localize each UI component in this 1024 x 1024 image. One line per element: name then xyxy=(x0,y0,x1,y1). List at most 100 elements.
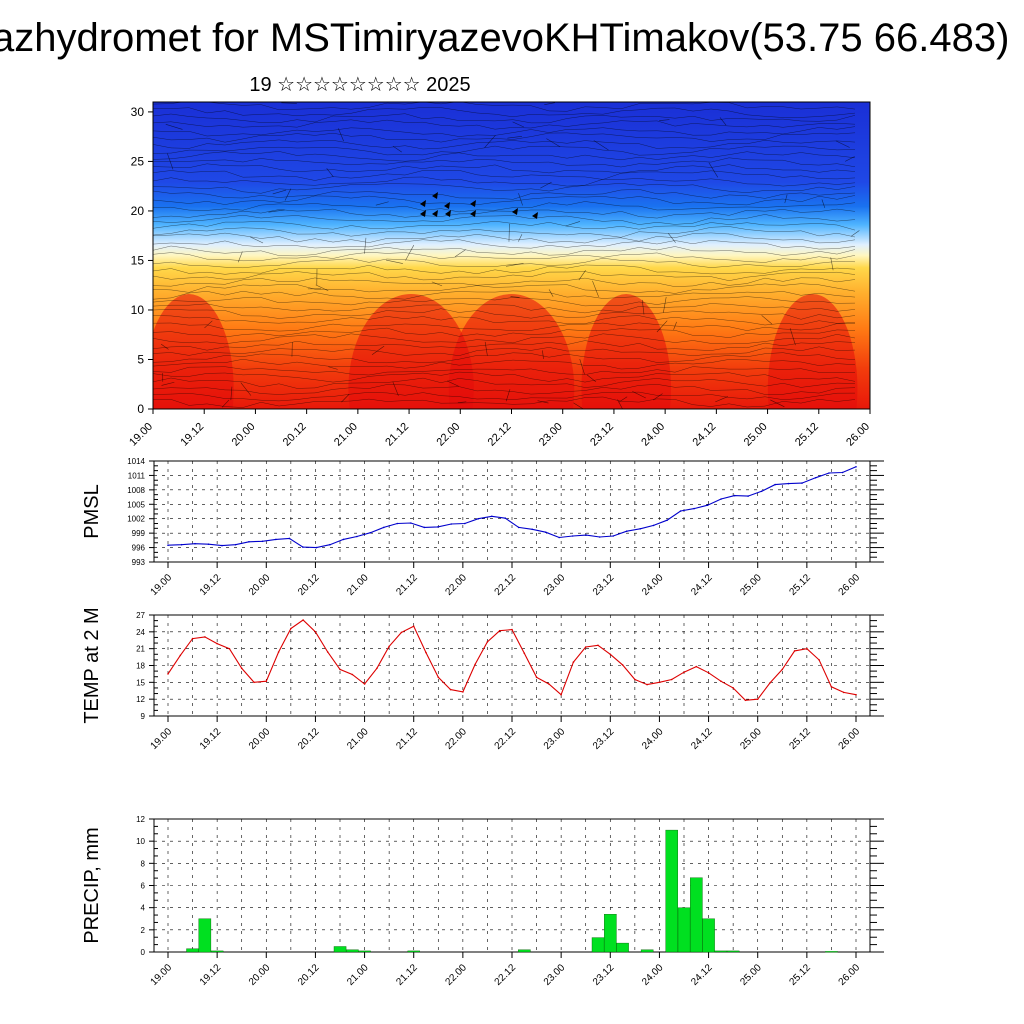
x-tick-label: 24.00 xyxy=(639,421,667,449)
wind-arrow xyxy=(532,212,538,219)
wind-barb xyxy=(510,296,520,298)
x-tick-label: 19.00 xyxy=(127,421,155,449)
x-tick-label: 22.12 xyxy=(493,962,519,988)
wind-barb xyxy=(446,380,459,387)
data-point xyxy=(774,483,776,486)
data-point xyxy=(248,541,250,543)
data-point xyxy=(523,652,526,654)
x-tick-label: 22.00 xyxy=(444,962,470,988)
data-point xyxy=(277,651,280,653)
wind-barb xyxy=(508,223,510,242)
data-point xyxy=(841,471,844,474)
x-tick-label: 23.12 xyxy=(591,962,617,988)
wind-barb xyxy=(315,284,329,292)
data-point xyxy=(639,528,641,530)
wind-barb xyxy=(518,193,523,206)
precip-bar xyxy=(702,918,715,953)
y-tick-label: 30 xyxy=(131,105,145,119)
wind-arrow xyxy=(420,200,426,207)
wind-barb xyxy=(371,345,385,356)
data-point xyxy=(720,680,722,682)
streamline xyxy=(153,346,856,357)
chart-title: azhydromet for MSTimiryazevoKHTimakov(53… xyxy=(0,16,1010,60)
x-tick-label: 26.00 xyxy=(837,572,863,598)
wind-barb xyxy=(341,394,350,403)
streamline xyxy=(153,208,856,219)
data-point xyxy=(191,637,194,640)
wind-barb xyxy=(618,396,628,403)
streamline xyxy=(153,189,856,200)
wind-barb xyxy=(518,234,523,242)
streamline xyxy=(153,214,856,225)
y-tick-label: 15 xyxy=(131,253,145,267)
data-point xyxy=(339,668,341,671)
y-tick-label: 24 xyxy=(136,628,145,637)
y-tick-label: 10 xyxy=(136,837,145,846)
data-point xyxy=(474,663,476,666)
x-tick-label: 20.12 xyxy=(296,572,322,598)
y-tick-label: 9 xyxy=(141,712,146,721)
streamline xyxy=(153,315,856,326)
wind-barb xyxy=(673,321,677,330)
wind-barb xyxy=(237,251,243,263)
precip-bar xyxy=(518,949,531,953)
x-tick-label: 22.12 xyxy=(493,572,519,598)
streamline xyxy=(153,102,856,112)
warm-core xyxy=(581,294,672,409)
wind-barb xyxy=(160,343,169,350)
data-point xyxy=(535,676,538,679)
data-point xyxy=(240,667,243,670)
y-axis-label: PRECIP, mm xyxy=(81,827,103,943)
data-point xyxy=(818,659,820,661)
y-tick-label: 993 xyxy=(132,558,146,567)
x-tick-label: 20.12 xyxy=(296,962,322,988)
y-tick-label: 8 xyxy=(141,859,146,868)
wind-barb xyxy=(284,188,292,201)
data-point xyxy=(275,538,277,541)
data-point xyxy=(216,642,218,645)
data-point xyxy=(531,528,533,531)
cross-section-panel: 0 5 10 15 20 25 30 19.00 19.12 20.00 20.12 21.00 21.… xyxy=(127,101,872,449)
x-tick-label: 25.12 xyxy=(793,421,821,449)
streamline xyxy=(153,296,856,307)
streamline xyxy=(153,245,856,257)
precip-bar xyxy=(358,950,371,953)
wind-barb xyxy=(821,199,826,209)
wind-barb xyxy=(770,399,785,408)
data-point xyxy=(180,543,183,546)
data-point xyxy=(560,693,562,696)
wind-barb xyxy=(505,389,511,402)
data-point xyxy=(679,510,682,512)
y-tick-label: 0 xyxy=(141,948,146,957)
streamline xyxy=(153,170,856,181)
x-tick-label: 23.00 xyxy=(537,421,565,449)
x-tick-label: 21.12 xyxy=(394,572,420,598)
data-point xyxy=(363,683,366,685)
streamline xyxy=(153,264,856,275)
wind-barb xyxy=(221,399,230,408)
x-tick-label: 19.12 xyxy=(198,962,224,988)
y-tick-label: 1005 xyxy=(127,500,145,509)
data-point xyxy=(683,671,685,673)
wind-barb xyxy=(835,140,850,148)
wind-barb xyxy=(586,374,597,383)
precip-bar xyxy=(825,951,838,953)
temp-panel: 9 12 15 18 21 24 27 19.00 19.12 20.00 20.12 21.00 21… xyxy=(81,607,884,752)
data-point xyxy=(855,693,857,696)
data-point xyxy=(855,466,857,468)
wind-arrow xyxy=(420,210,426,217)
x-tick-label: 22.12 xyxy=(486,421,514,449)
data-point xyxy=(498,629,501,632)
x-tick-label: 22.12 xyxy=(493,726,519,752)
precip-bar xyxy=(346,949,359,953)
wind-barb xyxy=(719,117,727,126)
wind-barb xyxy=(272,189,287,195)
data-point xyxy=(558,536,560,539)
wind-barb xyxy=(668,233,676,243)
y-tick-label: 1002 xyxy=(127,515,145,524)
y-tick-label: 1011 xyxy=(128,471,146,480)
data-point xyxy=(760,490,763,493)
data-point xyxy=(261,540,264,543)
wind-barb xyxy=(761,315,773,325)
x-tick-label: 23.00 xyxy=(542,572,568,598)
